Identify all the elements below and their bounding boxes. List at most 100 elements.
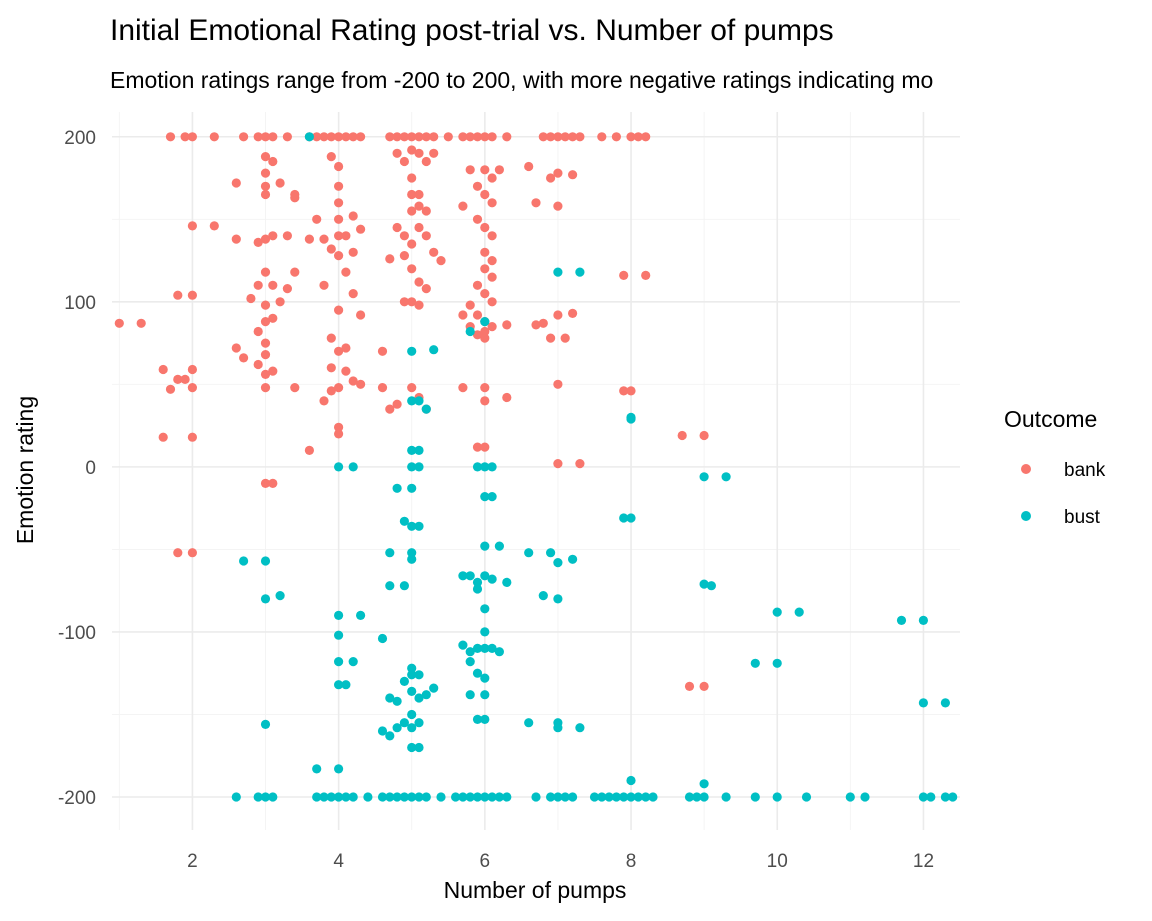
data-point-bank (392, 222, 402, 233)
data-point-bust (794, 607, 804, 617)
data-point-bust (334, 680, 344, 690)
data-point-bank (684, 681, 695, 692)
data-point-bust (260, 556, 271, 566)
data-point-bank (429, 247, 439, 257)
data-point-bank (538, 132, 548, 142)
data-point-bust (721, 792, 731, 802)
data-point-bank (136, 318, 146, 328)
data-point-bust (334, 610, 344, 621)
data-point-bank (260, 369, 271, 379)
data-point-bank (407, 132, 417, 142)
data-point-bust (918, 698, 929, 708)
data-point-bank (334, 251, 344, 261)
y-tick-label: 200 (64, 128, 96, 149)
data-point-bank (392, 132, 402, 142)
data-point-bust (546, 548, 556, 558)
data-point-bank (465, 165, 475, 175)
data-point-bust (487, 574, 497, 584)
data-point-bust (407, 548, 417, 558)
data-point-bust (334, 657, 344, 667)
data-point-bust (648, 792, 658, 802)
data-point-bank (260, 350, 271, 360)
data-point-bank (494, 165, 504, 175)
data-point-bank (268, 366, 278, 376)
data-point-bank (407, 297, 417, 307)
data-point-bust (626, 414, 636, 424)
y-axis-ticks: -200 -100 0 100 200 (58, 128, 96, 809)
data-point-bank (480, 264, 490, 274)
data-point-bust (692, 792, 702, 802)
y-axis-title: Emotion rating (12, 396, 38, 544)
data-point-bank (407, 206, 417, 216)
data-point-bank (334, 161, 344, 172)
data-point-bank (487, 322, 497, 332)
data-point-bank (290, 267, 300, 277)
data-point-bank (180, 374, 190, 384)
data-point-bank (158, 364, 168, 375)
data-point-bank (421, 284, 431, 294)
data-point-bank (326, 363, 336, 373)
data-point-bank (407, 383, 417, 393)
data-point-bank (502, 132, 512, 142)
data-point-bank (568, 170, 578, 180)
data-point-bank (597, 132, 607, 142)
data-point-bust (480, 541, 490, 551)
data-point-bust (502, 577, 512, 588)
x-tick-label: 10 (767, 851, 788, 872)
data-point-bust (502, 792, 512, 802)
legend-label-bust: bust (1064, 507, 1101, 528)
data-point-bank (487, 297, 497, 307)
data-point-bust (392, 483, 402, 493)
data-point-bank (334, 214, 344, 224)
data-point-bust (239, 556, 249, 566)
data-point-bust (407, 670, 417, 680)
data-point-bank (472, 214, 483, 224)
data-point-bank (326, 333, 336, 343)
data-point-bank (253, 280, 263, 290)
data-point-bust (334, 630, 344, 640)
x-tick-label: 6 (480, 851, 491, 872)
data-point-bust (487, 792, 497, 802)
data-point-bust (560, 792, 570, 802)
data-point-bank (334, 429, 344, 439)
data-point-bank (209, 132, 219, 142)
data-point-bank (480, 383, 490, 393)
data-point-bust (472, 643, 483, 654)
data-point-bank (458, 383, 468, 393)
data-point-bank (341, 132, 351, 142)
data-point-bank (356, 132, 366, 142)
data-point-bank (480, 396, 490, 406)
data-point-bust (896, 615, 907, 626)
data-point-bank (319, 234, 329, 244)
data-point-bust (231, 792, 241, 802)
legend-title: Outcome (1004, 406, 1097, 432)
data-point-bust (399, 676, 409, 687)
data-point-bank (326, 386, 336, 396)
data-point-bust (407, 792, 417, 802)
data-point-bust (568, 554, 578, 564)
data-point-bust (494, 647, 504, 657)
data-point-bank (465, 300, 475, 310)
legend-swatch-bust (1021, 511, 1031, 521)
data-point-bank (421, 132, 431, 142)
data-point-bank (399, 231, 409, 241)
data-point-bust (699, 472, 709, 482)
data-point-bust (531, 792, 541, 802)
data-point-bust (312, 764, 322, 774)
data-point-bust (385, 731, 395, 741)
data-point-bank (268, 231, 278, 241)
data-point-bust (940, 698, 951, 708)
data-point-bank (568, 132, 578, 142)
data-points (114, 132, 958, 802)
data-point-bust (487, 492, 497, 502)
data-point-bust (414, 718, 424, 728)
data-point-bank (282, 231, 292, 241)
data-point-bust (319, 792, 329, 802)
data-point-bust (260, 792, 271, 802)
data-point-bust (407, 686, 417, 697)
data-point-bank (290, 189, 300, 200)
data-point-bank (326, 132, 336, 142)
data-point-bank (312, 214, 322, 224)
data-point-bust (260, 594, 271, 604)
data-point-bank (334, 181, 344, 191)
